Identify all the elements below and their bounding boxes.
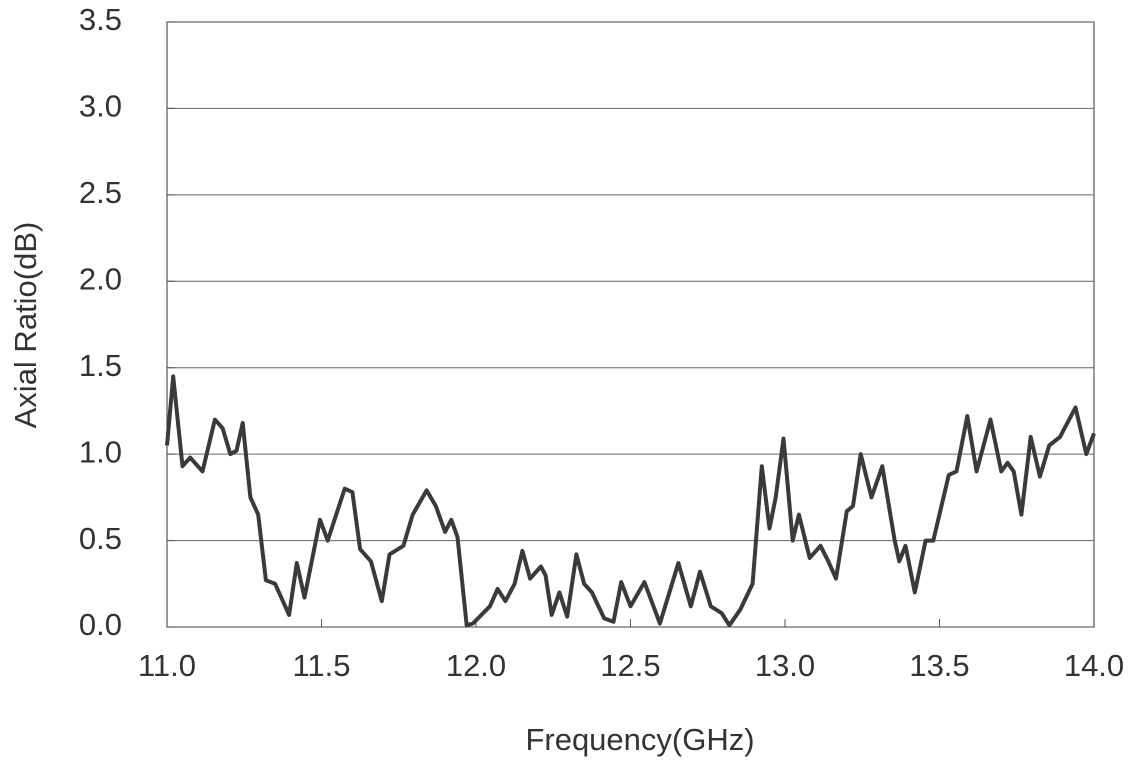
x-tick-label: 11.5 — [292, 648, 350, 683]
x-tick-label: 13.5 — [909, 648, 969, 683]
x-tick-label: 13.0 — [755, 648, 815, 683]
x-tick-label: 14.0 — [1064, 648, 1124, 683]
data-line — [165, 374, 1096, 628]
y-tick-label: 0.5 — [79, 521, 122, 556]
y-tick-label: 2.5 — [79, 175, 122, 210]
x-tick-label: 12.5 — [600, 648, 660, 683]
x-axis-label: Frequency(GHz) — [525, 722, 754, 757]
y-tick-label: 0.0 — [79, 607, 122, 642]
plot-frame — [166, 21, 1095, 628]
y-tick-label: 1.5 — [79, 348, 122, 383]
y-tick-label: 1.0 — [79, 434, 122, 469]
y-tick-label: 2.0 — [79, 261, 122, 296]
y-axis-label: Axial Ratio(dB) — [8, 222, 43, 429]
y-tick-label: 3.0 — [79, 89, 122, 124]
y-tick-label: 3.5 — [79, 2, 122, 37]
x-tick-label: 11.0 — [138, 648, 196, 683]
x-tick-label: 12.0 — [446, 648, 506, 683]
